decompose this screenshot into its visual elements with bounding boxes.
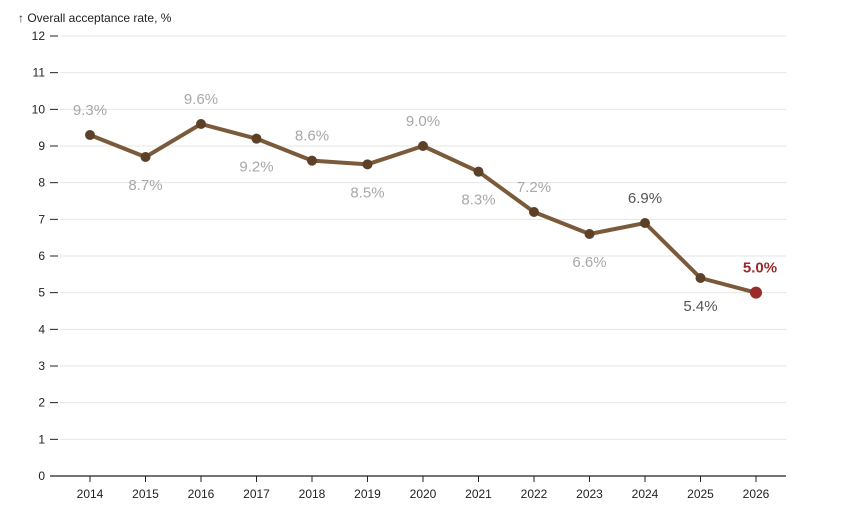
x-tick-label: 2017	[243, 487, 270, 501]
x-tick-label: 2016	[188, 487, 215, 501]
data-label: 9.0%	[406, 113, 440, 130]
data-label: 8.5%	[350, 184, 384, 201]
y-tick-label: 6	[38, 249, 45, 263]
y-tick-label: 7	[38, 212, 45, 226]
y-tick-label: 3	[38, 359, 45, 373]
x-tick-label: 2025	[687, 487, 714, 501]
data-point	[196, 119, 206, 129]
data-label: 7.2%	[517, 179, 551, 196]
data-point	[584, 229, 595, 239]
x-axis: 2014 2015 2016 2017 2018 2019 2020 2021 2022 2023…	[50, 475, 786, 501]
x-tick-label: 2019	[354, 487, 381, 501]
data-label: 9.3%	[73, 102, 107, 119]
data-points	[85, 119, 762, 299]
y-tick-label: 8	[38, 176, 45, 190]
data-label: 8.6%	[295, 128, 329, 145]
y-tick-label: 4	[38, 322, 45, 336]
data-label: 9.6%	[184, 91, 218, 108]
data-labels: 9.3% 8.7% 9.6% 9.2% 8.6% 8.5% 9.0% 8.3% 7.2% 6.6%…	[73, 91, 777, 315]
data-point	[418, 141, 428, 151]
data-point	[695, 273, 706, 283]
y-tick-label: 12	[32, 29, 46, 43]
grid-lines	[60, 35, 786, 440]
y-tick-label: 1	[38, 432, 45, 446]
data-point	[473, 166, 484, 177]
x-tick-label: 2021	[465, 487, 492, 501]
y-tick-label: 0	[38, 469, 45, 483]
x-tick-label: 2024	[632, 487, 659, 501]
x-tick-label: 2014	[77, 487, 104, 501]
data-label: 6.9%	[628, 190, 662, 207]
data-label: 5.0%	[743, 260, 777, 277]
data-point	[85, 130, 95, 140]
y-tick-label: 2	[38, 396, 45, 410]
x-tick-label: 2020	[410, 487, 437, 501]
x-tick-label: 2026	[743, 487, 770, 501]
data-point	[307, 155, 317, 166]
data-point	[529, 207, 539, 217]
y-tick-label: 9	[38, 139, 45, 153]
y-tick-label: 5	[38, 286, 45, 300]
y-tick-label: 10	[32, 102, 46, 116]
data-label: 5.4%	[683, 298, 717, 315]
data-label: 9.2%	[239, 159, 273, 176]
data-label: 6.6%	[572, 254, 606, 271]
x-tick-label: 2015	[132, 487, 159, 501]
data-point	[140, 152, 151, 162]
data-point	[362, 159, 373, 170]
data-point	[640, 218, 650, 228]
y-axis-label: ↑ Overall acceptance rate, %	[18, 11, 172, 25]
highlight-point	[750, 286, 762, 299]
data-point	[251, 133, 262, 144]
x-tick-label: 2023	[576, 487, 603, 501]
data-label: 8.7%	[128, 177, 162, 194]
x-tick-label: 2018	[299, 487, 326, 501]
y-tick-label: 11	[33, 66, 46, 80]
data-label: 8.3%	[461, 192, 495, 209]
x-tick-label: 2022	[521, 487, 548, 501]
